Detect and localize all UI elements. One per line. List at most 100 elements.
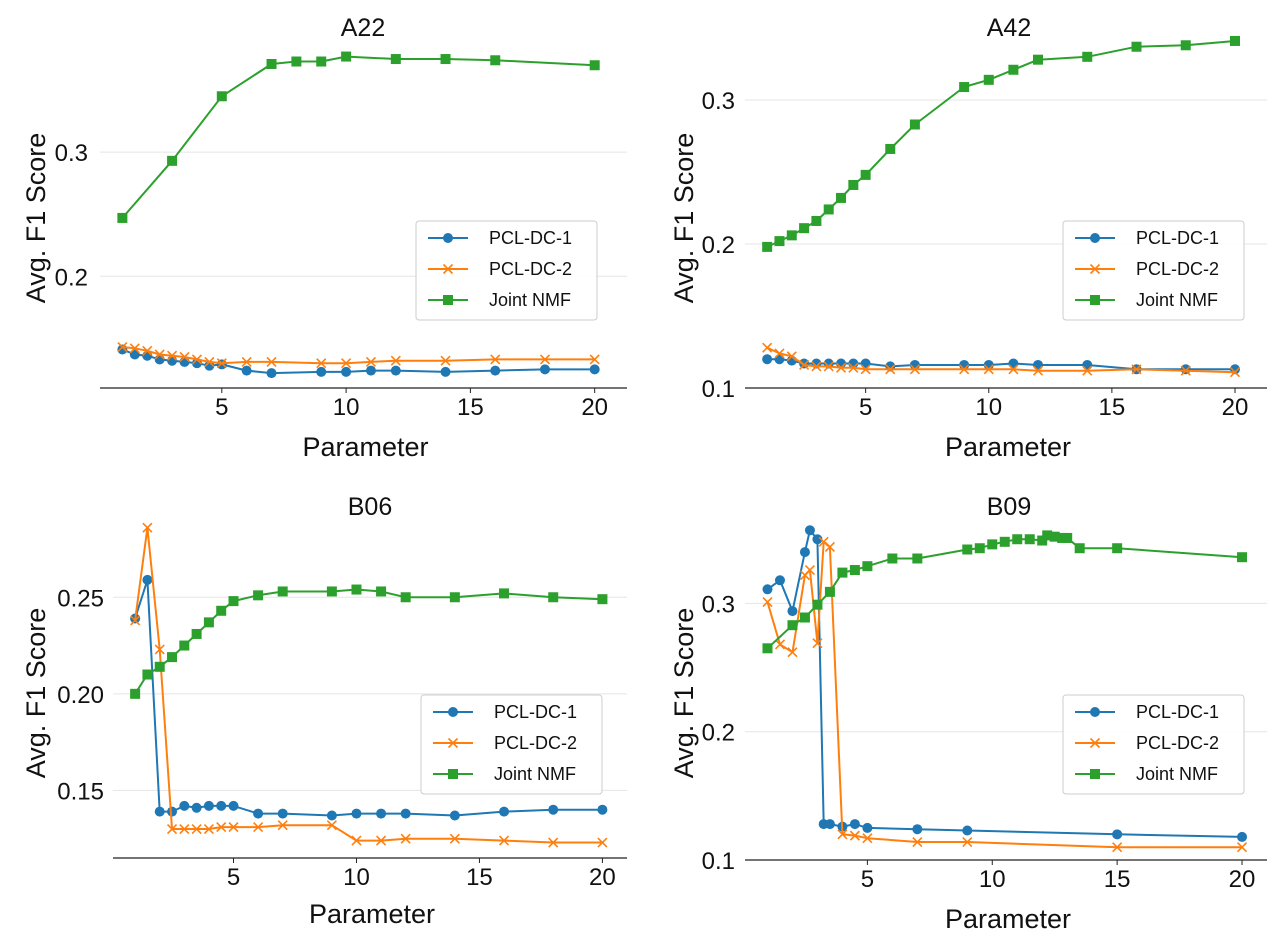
data-point bbox=[786, 230, 797, 241]
data-point bbox=[316, 358, 327, 369]
x-tick-label: 20 bbox=[1222, 394, 1249, 421]
chart-title: B09 bbox=[987, 493, 1031, 521]
series-pcl-dc-2 bbox=[130, 522, 608, 848]
data-point bbox=[440, 366, 451, 377]
data-point bbox=[400, 592, 411, 603]
x-axis-label: Parameter bbox=[309, 899, 435, 929]
data-point bbox=[326, 820, 337, 831]
x-tick-label: 10 bbox=[333, 394, 360, 421]
data-point bbox=[860, 364, 871, 375]
data-point bbox=[376, 586, 387, 597]
data-point bbox=[277, 820, 288, 831]
data-point bbox=[117, 212, 128, 223]
data-point bbox=[341, 51, 352, 62]
data-point bbox=[1082, 365, 1093, 376]
data-point bbox=[849, 819, 860, 830]
series-joint-nmf bbox=[762, 530, 1248, 654]
data-point bbox=[1237, 831, 1248, 842]
data-point bbox=[166, 823, 178, 835]
data-point bbox=[179, 800, 190, 811]
data-point bbox=[1131, 364, 1142, 375]
y-axis-label: Avg. F1 Score bbox=[669, 133, 699, 304]
y-tick-label: 0.1 bbox=[702, 376, 735, 403]
data-point bbox=[1049, 531, 1060, 542]
data-point bbox=[837, 567, 848, 578]
data-point bbox=[860, 358, 871, 369]
data-point bbox=[959, 82, 970, 93]
data-point bbox=[887, 553, 898, 564]
data-point bbox=[142, 669, 153, 680]
data-point bbox=[390, 365, 401, 376]
data-point bbox=[824, 586, 835, 597]
data-point bbox=[597, 594, 608, 605]
data-point bbox=[1008, 364, 1019, 375]
data-point bbox=[885, 364, 896, 375]
data-point bbox=[376, 835, 387, 846]
data-point bbox=[154, 354, 165, 365]
data-point bbox=[799, 612, 810, 623]
data-point bbox=[351, 835, 362, 846]
data-point bbox=[835, 362, 847, 373]
data-point bbox=[774, 575, 785, 586]
series-line bbox=[134, 588, 603, 695]
x-axis-label: Parameter bbox=[302, 432, 428, 462]
data-point bbox=[154, 349, 165, 360]
data-point bbox=[400, 808, 411, 819]
data-point bbox=[499, 806, 510, 817]
data-point bbox=[341, 366, 352, 377]
data-point bbox=[1062, 532, 1073, 543]
data-point bbox=[774, 354, 785, 365]
legend-label: PCL-DC-2 bbox=[489, 259, 572, 279]
x-tick-label: 5 bbox=[227, 864, 240, 891]
legend-label: PCL-DC-2 bbox=[494, 733, 577, 753]
y-tick-label: 0.15 bbox=[57, 778, 104, 805]
data-point bbox=[1112, 829, 1123, 840]
data-point bbox=[548, 804, 559, 815]
data-point bbox=[848, 362, 859, 373]
data-point bbox=[400, 833, 411, 844]
data-point bbox=[885, 143, 896, 154]
data-point bbox=[959, 364, 970, 375]
panel-a22: 0.2 0.3 5 10 15 20 A22 Parameter Avg. F1 Score PC… bbox=[21, 14, 627, 462]
legend-label: Joint NMF bbox=[489, 290, 571, 310]
data-point bbox=[266, 356, 277, 367]
data-point bbox=[1236, 842, 1248, 853]
data-point bbox=[142, 345, 153, 356]
legend-marker bbox=[1090, 233, 1100, 243]
data-point bbox=[154, 661, 165, 672]
y-tick-label: 0.2 bbox=[702, 232, 735, 259]
data-point bbox=[316, 56, 327, 67]
data-point bbox=[167, 806, 178, 817]
data-point bbox=[490, 365, 501, 376]
data-point bbox=[351, 808, 362, 819]
series-pcl-dc-1 bbox=[130, 574, 608, 821]
legend-marker bbox=[443, 295, 453, 305]
data-point bbox=[179, 351, 190, 363]
data-point bbox=[498, 835, 510, 846]
data-point bbox=[762, 597, 773, 608]
data-point bbox=[787, 647, 798, 658]
data-point bbox=[774, 236, 785, 247]
data-point bbox=[167, 355, 178, 366]
data-point bbox=[983, 364, 994, 375]
data-point bbox=[597, 804, 608, 815]
series-pcl-dc-1 bbox=[117, 344, 600, 379]
data-point bbox=[167, 155, 178, 166]
data-point bbox=[762, 241, 773, 252]
data-point bbox=[999, 536, 1010, 547]
legend-box bbox=[420, 694, 603, 795]
data-point bbox=[804, 525, 815, 536]
series-joint-nmf bbox=[762, 35, 1240, 252]
data-point bbox=[266, 368, 277, 379]
data-point bbox=[253, 590, 264, 601]
data-point bbox=[974, 543, 985, 554]
x-axis-label: Parameter bbox=[945, 432, 1071, 462]
data-point bbox=[1008, 64, 1019, 75]
legend-marker bbox=[448, 769, 458, 779]
data-point bbox=[912, 553, 923, 564]
data-point bbox=[1180, 364, 1191, 375]
data-point bbox=[216, 359, 227, 370]
data-point bbox=[824, 541, 835, 553]
data-point bbox=[326, 586, 337, 597]
data-point bbox=[848, 179, 859, 190]
